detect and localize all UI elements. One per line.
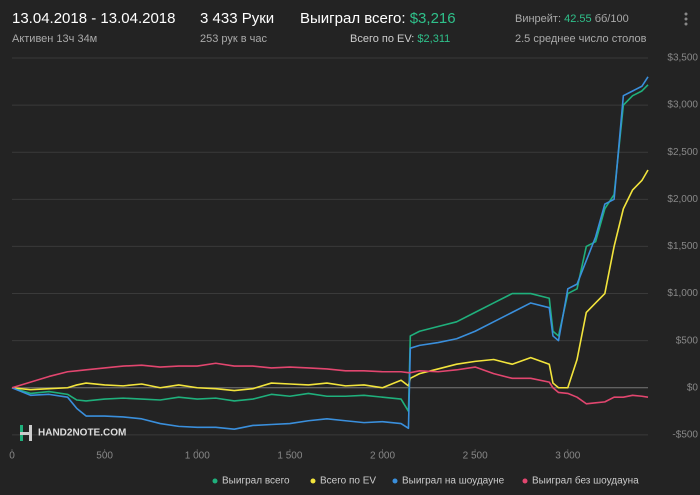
y-tick-label: $1,000 [667,288,698,299]
x-tick-label: 2 500 [463,451,488,462]
logo: HAND2NOTE.COM [38,428,126,439]
x-tick-label: 0 [9,451,15,462]
winrate-label: Винрейт: [515,13,561,25]
ev-label: Всего по EV: [350,33,414,45]
ev-total: Всего по EV: $2,311 [350,33,450,45]
menu-icon[interactable] [684,12,688,26]
x-tick-label: 3 000 [555,451,580,462]
legend-label: Всего по EV [320,476,376,487]
legend-label: Выиграл на шоудауне [402,476,505,487]
ev-value: $2,311 [417,33,450,45]
series-line [11,169,649,392]
hands: 3 433 Руки [200,10,274,27]
series-line [11,362,649,405]
winrate-value: 42.55 [564,13,592,25]
y-tick-label: $3,000 [667,100,698,111]
y-tick-label: -$500 [672,430,698,441]
winrate-unit: бб/100 [595,13,629,25]
y-tick-label: $3,500 [667,53,698,64]
legend-marker [310,478,316,484]
hands-per-hour: 253 рук в час [200,33,268,45]
tables: 2.5 среднее число столов [515,33,647,45]
x-tick-label: 1 000 [185,451,210,462]
won-label: Выиграл всего: [300,10,406,27]
legend-marker [392,478,398,484]
legend-marker [522,478,528,484]
y-tick-label: $0 [687,382,699,393]
series-line [11,76,649,431]
plot: -$500 $0 $500 $1,000 $1,500 $2,000 $2,500 $3,00… [9,53,698,487]
y-tick-label: $1,500 [667,241,698,252]
y-tick-label: $2,000 [667,194,698,205]
legend-marker [212,478,218,484]
x-tick-label: 500 [96,451,113,462]
y-tick-label: $500 [676,335,699,346]
x-tick-label: 2 000 [370,451,395,462]
winrate: Винрейт: 42.55 бб/100 [515,13,629,25]
series-line [11,84,649,413]
won-total: Выиграл всего: $3,216 [300,10,456,27]
legend-label: Выиграл всего [222,476,290,487]
legend-label: Выиграл без шоудауна [532,475,639,487]
won-value: $3,216 [410,10,456,27]
logo-icon [20,425,32,441]
active-time: Активен 13ч 34м [12,33,97,45]
y-tick-label: $2,500 [667,147,698,158]
x-tick-label: 1 500 [277,451,302,462]
date-range: 13.04.2018 - 13.04.2018 [12,10,175,27]
